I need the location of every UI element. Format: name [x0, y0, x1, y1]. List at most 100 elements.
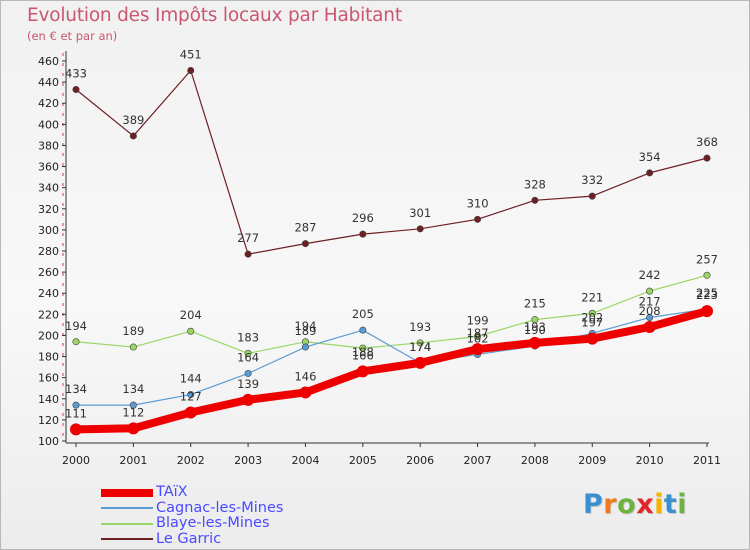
data-label: 328 [524, 177, 546, 191]
chart-title: Evolution des Impôts locaux par Habitant [27, 5, 402, 26]
x-tick-label: 2006 [406, 454, 434, 467]
data-point [184, 406, 197, 419]
x-tick-label: 2009 [578, 454, 606, 467]
data-point [588, 309, 596, 317]
logo-letter: r [603, 489, 618, 520]
data-label: 174 [409, 340, 431, 354]
data-point [299, 386, 312, 399]
y-tick-label: 220 [38, 308, 59, 321]
data-label: 242 [639, 268, 661, 282]
logo-letter: i [654, 489, 664, 520]
data-label: 193 [524, 320, 546, 334]
data-label: 166 [352, 348, 374, 362]
y-tick-label: 100 [38, 435, 59, 448]
y-tick-label: 320 [38, 203, 59, 216]
legend-label: Cagnac-les-Mines [156, 499, 284, 516]
data-point [471, 343, 484, 356]
x-tick-label: 2002 [177, 454, 205, 467]
data-point [416, 339, 424, 347]
data-label: 332 [581, 173, 603, 187]
data-point [187, 67, 195, 75]
data-point [356, 365, 369, 378]
data-label: 188 [352, 345, 374, 359]
data-point [72, 86, 80, 94]
x-tick-label: 2004 [291, 454, 319, 467]
data-point [127, 422, 140, 435]
data-label: 187 [467, 326, 489, 340]
data-point [301, 343, 309, 351]
data-point [70, 423, 82, 436]
data-label: 221 [581, 290, 603, 304]
x-tick-label: 2001 [119, 454, 147, 467]
data-point [359, 230, 367, 238]
data-point [643, 321, 656, 333]
data-label: 204 [180, 308, 202, 322]
data-label: 310 [467, 196, 489, 210]
data-point [414, 356, 427, 369]
data-point [416, 225, 424, 233]
y-tick-label: 160 [38, 372, 59, 385]
x-tick-label: 2005 [349, 454, 377, 467]
y-tick-label: 200 [38, 329, 59, 342]
data-point [244, 349, 252, 357]
data-point [72, 338, 80, 346]
x-tick-label: 2008 [521, 454, 549, 467]
data-label: 199 [467, 314, 489, 328]
data-label: 208 [639, 304, 661, 318]
y-tick-label: 420 [38, 97, 59, 110]
y-tick-label: 400 [38, 118, 59, 131]
data-point [588, 192, 596, 200]
data-point [701, 305, 713, 318]
data-label: 202 [581, 310, 603, 324]
legend-swatch [101, 488, 153, 497]
legend-label: Le Garric [156, 530, 222, 547]
data-label: 368 [696, 135, 718, 149]
logo-letter: t [663, 489, 678, 520]
data-point [129, 343, 137, 351]
y-tick-label: 340 [38, 182, 59, 195]
data-label: 164 [237, 350, 259, 364]
chart-subtitle: (en € et par an) [27, 29, 118, 43]
data-point [187, 327, 195, 335]
data-point [474, 332, 482, 340]
x-tick-label: 2000 [62, 454, 90, 467]
proxiti-logo: Proxiti [583, 489, 687, 520]
data-point [646, 287, 654, 295]
data-label: 127 [180, 390, 202, 404]
data-point [528, 336, 541, 349]
logo-letter: x [636, 489, 655, 520]
logo-letter: o [617, 489, 637, 520]
data-point [129, 132, 137, 140]
data-point [242, 393, 255, 406]
x-tick-label: 2007 [464, 454, 492, 467]
data-label: 139 [237, 377, 259, 391]
data-label: 189 [294, 324, 316, 338]
data-label: 194 [65, 319, 87, 333]
y-tick-label: 180 [38, 351, 59, 364]
data-label: 223 [696, 288, 718, 302]
legend-swatch [101, 522, 153, 525]
data-point [244, 369, 252, 377]
y-tick-label: 440 [38, 76, 59, 89]
data-point [72, 401, 80, 409]
series-line-le-garric [75, 69, 708, 255]
x-tick-label: 2010 [636, 454, 664, 467]
data-label: 296 [352, 211, 374, 225]
series-line-ta-x [72, 307, 711, 434]
data-point [129, 401, 137, 409]
y-tick-label: 280 [38, 245, 59, 258]
data-label: 433 [65, 67, 87, 81]
data-point [187, 391, 195, 399]
data-point [244, 250, 252, 258]
data-label: 451 [180, 48, 202, 62]
data-point [703, 271, 711, 279]
data-label: 182 [467, 331, 489, 345]
data-label: 112 [122, 405, 144, 419]
data-point [646, 313, 654, 321]
data-label: 225 [696, 286, 718, 300]
data-label: 144 [180, 372, 202, 386]
data-label: 134 [122, 382, 144, 396]
data-label: 205 [352, 307, 374, 321]
